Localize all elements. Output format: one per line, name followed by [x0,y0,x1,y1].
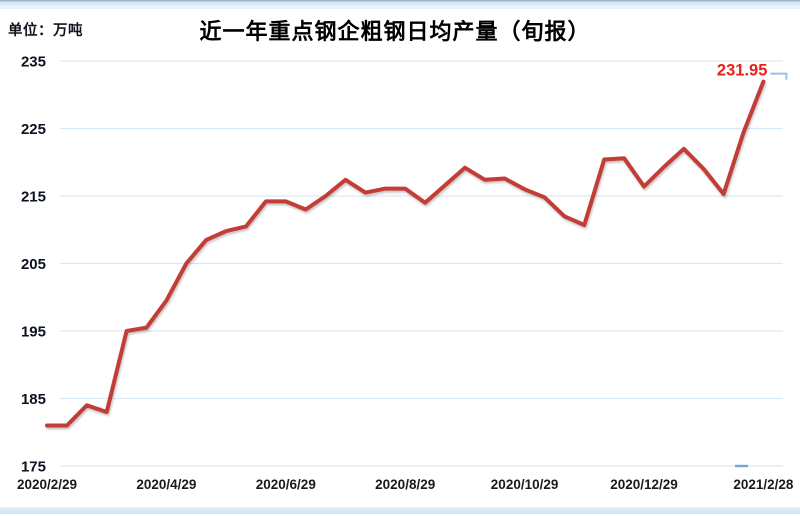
y-tick-label-195: 195 [21,324,46,341]
y-tick-label-185: 185 [21,391,46,408]
last-value-label: 231.95 [717,62,767,80]
chart-title: 近一年重点钢企粗钢日均产量（旬报） [199,19,591,44]
y-tick-label-225: 225 [21,121,46,138]
x-tick-label-0: 2020/2/29 [17,477,77,492]
y-tick-label-175: 175 [21,459,46,476]
last-point-cursor-marker [770,72,788,80]
series-line [45,79,766,428]
x-tick-label-2: 2020/6/29 [256,477,316,492]
x-tick-label-3: 2020/8/29 [375,477,435,492]
y-tick-label-235: 235 [21,54,46,71]
x-tick-label-5: 2020/12/29 [610,477,678,492]
x-tick-label-4: 2020/10/29 [491,477,559,492]
y-tick-label-215: 215 [21,189,46,206]
bottom-border-strip [0,507,800,514]
y-tick-label-205: 205 [21,256,46,273]
x-tick-label-1: 2020/4/29 [136,477,196,492]
top-border-strip [0,0,800,9]
x-tick-label-6: 2021/2/28 [733,477,794,492]
unit-label: 单位：万吨 [8,23,83,39]
